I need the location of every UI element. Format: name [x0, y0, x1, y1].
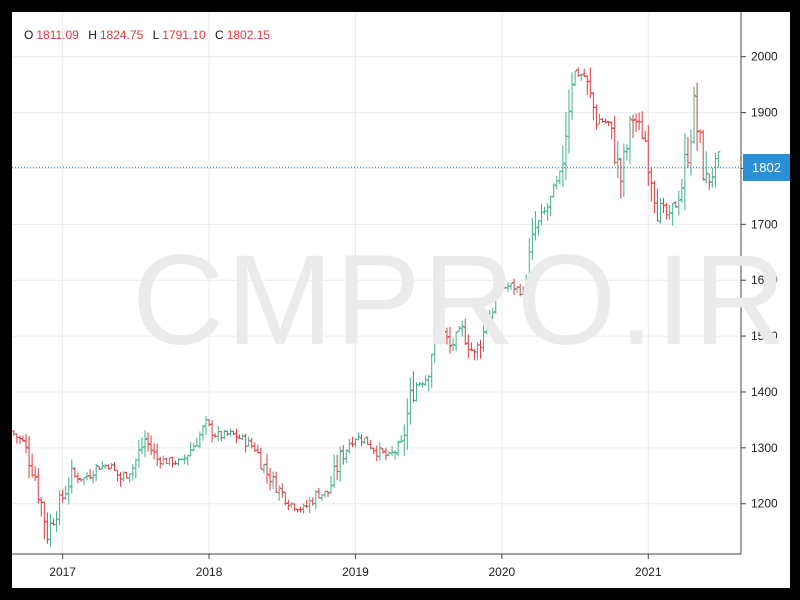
price-chart[interactable]: 1200130014001500160017001800190020002017… [12, 12, 790, 588]
ohlc-bars [12, 67, 721, 548]
y-tick-label: 1600 [751, 273, 778, 287]
x-tick-label: 2020 [489, 565, 516, 579]
open-value: 1811.09 [36, 28, 79, 42]
y-tick-label: 1500 [751, 329, 778, 343]
y-tick-label: 1700 [751, 217, 778, 231]
x-tick-label: 2021 [635, 565, 662, 579]
low-value: 1791.10 [162, 28, 206, 42]
axes: 1200130014001500160017001800190020002017… [12, 12, 778, 579]
y-tick-label: 1900 [751, 106, 778, 120]
ohlc-readout: O 1811.09 H 1824.75 L 1791.10 C 1802.15 [24, 28, 276, 42]
y-tick-label: 1200 [751, 497, 778, 511]
y-tick-label: 2000 [751, 50, 778, 64]
y-tick-label: 1400 [751, 385, 778, 399]
close-label: C [215, 28, 224, 42]
grid-lines [12, 12, 741, 554]
y-tick-label: 1300 [751, 441, 778, 455]
high-value: 1824.75 [99, 28, 144, 42]
x-tick-label: 2017 [49, 565, 76, 579]
low-label: L [152, 28, 160, 42]
last-price-tag: 1802 [743, 154, 790, 182]
open-label: O [24, 28, 34, 42]
x-tick-label: 2018 [196, 565, 223, 579]
high-label: H [88, 28, 97, 42]
close-value: 1802.15 [226, 28, 271, 42]
x-tick-label: 2019 [342, 565, 369, 579]
chart-frame: 1200130014001500160017001800190020002017… [12, 12, 790, 588]
